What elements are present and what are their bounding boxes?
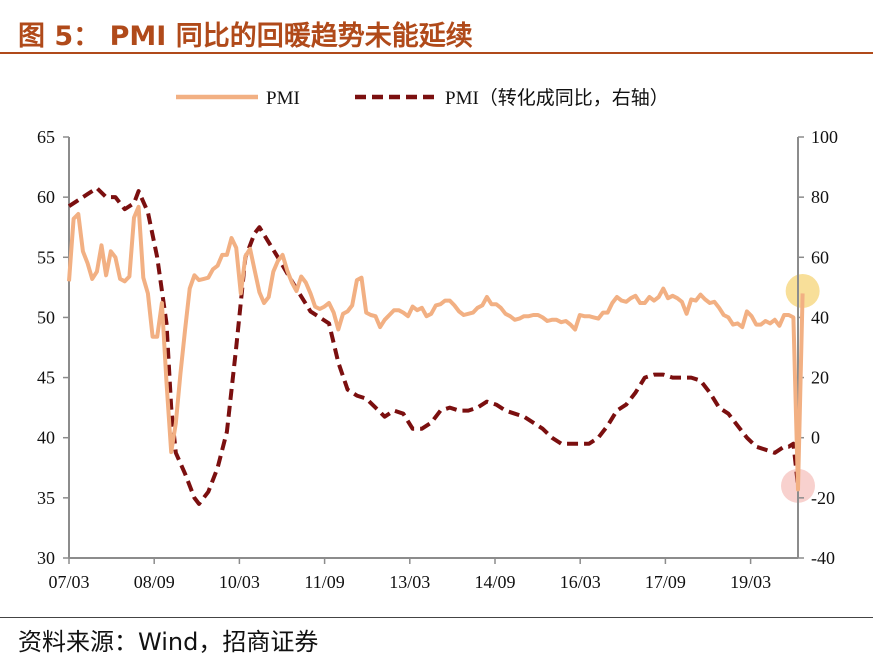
left-tick-label: 60 (37, 187, 55, 207)
left-tick-label: 40 (37, 428, 55, 448)
right-tick-label: 40 (811, 307, 829, 327)
title-underline (0, 52, 873, 54)
pmi-line-chart: 30 35 40 45 50 55 60 65 -40 -20 0 20 40 60 80 100 07/03 0… (37, 87, 838, 592)
legend-label-pmi-yoy: PMI（转化成同比，右轴） (445, 87, 669, 109)
left-tick-label: 50 (37, 307, 55, 327)
chart-axes: 30 35 40 45 50 55 60 65 -40 -20 0 20 40 60 80 100 07/03 0… (37, 127, 838, 592)
highlight-circle-1 (785, 273, 820, 308)
left-tick-label: 35 (37, 488, 55, 508)
left-tick-label: 65 (37, 127, 55, 147)
x-tick-label: 10/03 (219, 572, 260, 592)
series-layer (67, 186, 805, 506)
source-note: 资料来源：Wind，招商证券 (18, 628, 319, 656)
right-tick-label: 80 (811, 187, 829, 207)
right-tick-label: 20 (811, 368, 829, 388)
legend-label-pmi: PMI (266, 88, 300, 109)
series-line-pmi-yoy (67, 186, 800, 506)
x-tick-label: 07/03 (48, 572, 89, 592)
right-tick-label: 60 (811, 247, 829, 267)
footer-rule (0, 617, 873, 618)
x-tick-label: 16/03 (560, 572, 601, 592)
page-title: 图 5： PMI 同比的回暖趋势未能延续 (18, 21, 473, 52)
x-tick-label: 17/09 (645, 572, 686, 592)
left-tick-label: 45 (37, 368, 55, 388)
right-tick-label: 0 (811, 428, 820, 448)
right-tick-label: 100 (811, 127, 838, 147)
right-tick-label: -40 (811, 548, 835, 568)
x-tick-label: 19/03 (730, 572, 771, 592)
x-tick-label: 14/09 (474, 572, 515, 592)
right-tick-label: -20 (811, 488, 835, 508)
series-line-pmi (67, 204, 805, 492)
left-tick-label: 30 (37, 548, 55, 568)
x-tick-label: 11/09 (304, 572, 344, 592)
left-tick-label: 55 (37, 247, 55, 267)
x-tick-label: 08/09 (134, 572, 175, 592)
chart-legend: PMI PMI（转化成同比，右轴） (176, 87, 669, 109)
x-tick-label: 13/03 (389, 572, 430, 592)
